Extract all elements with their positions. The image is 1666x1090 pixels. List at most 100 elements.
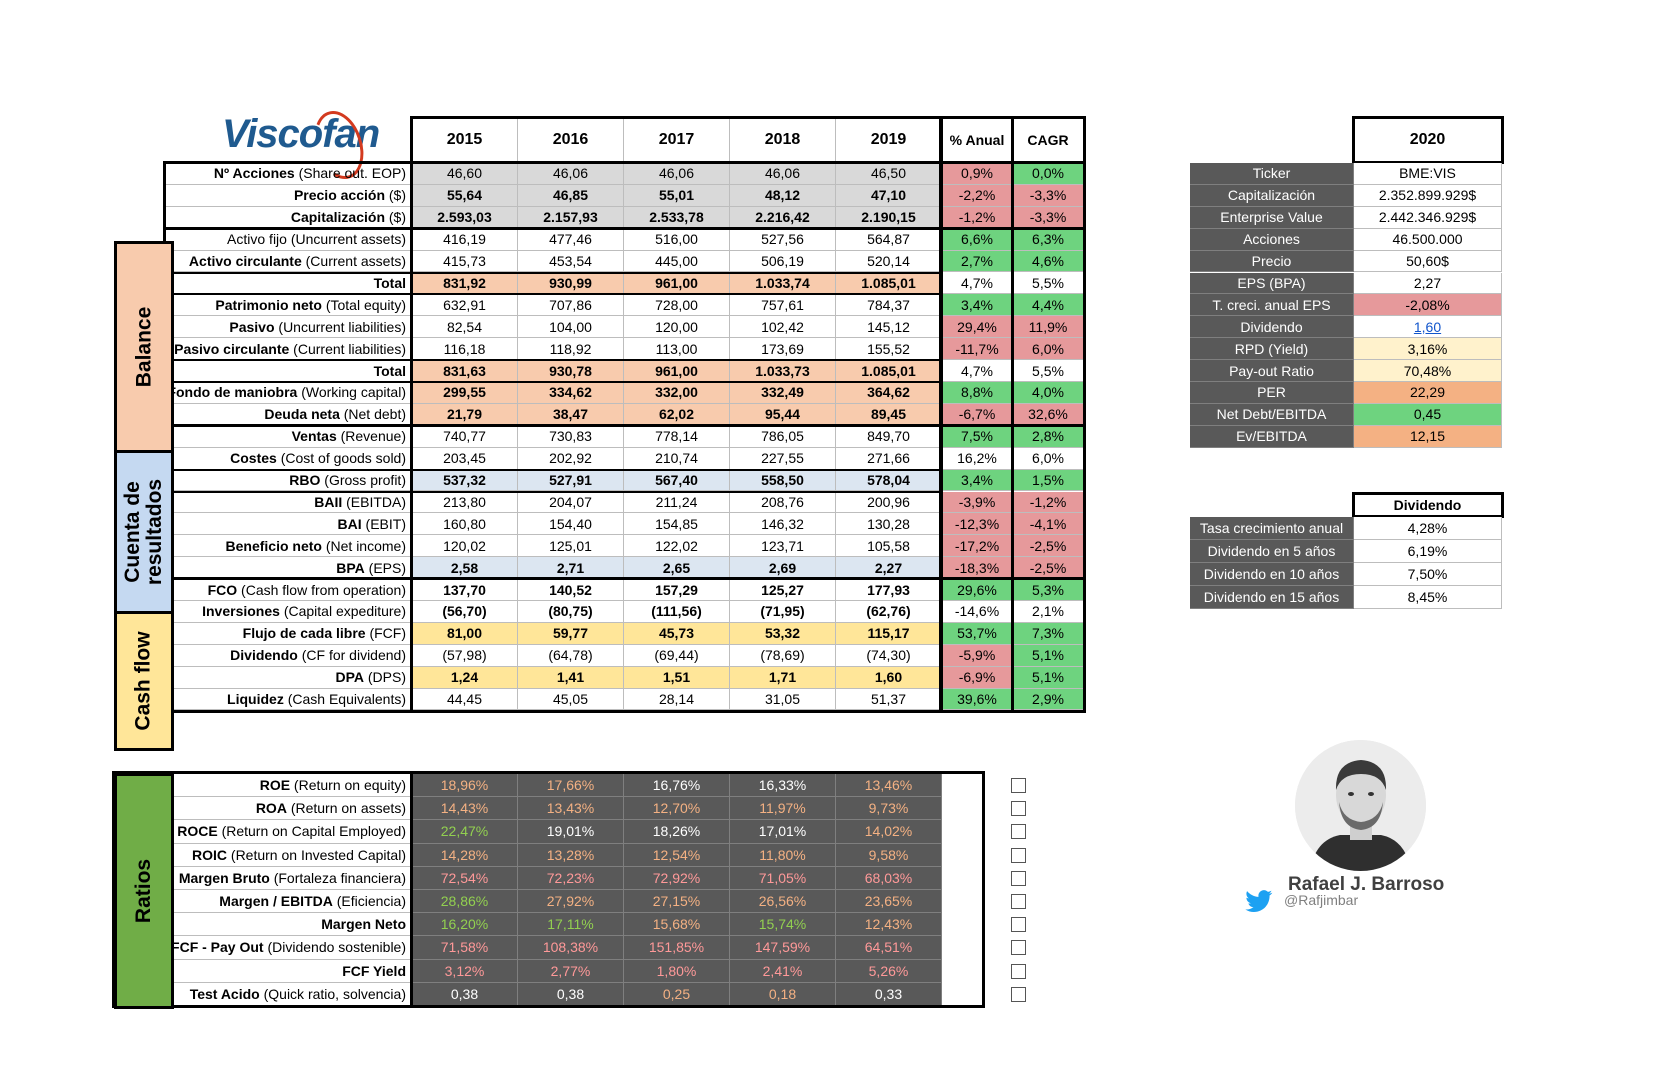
ratio-value-cell: 22,47%	[412, 820, 518, 844]
value-cell: 453,54	[518, 250, 624, 273]
value-cell: 55,01	[624, 184, 730, 207]
value-cell: 28,14	[624, 688, 730, 711]
value-cell: (78,69)	[730, 644, 836, 667]
value-cell: 157,29	[624, 579, 730, 601]
anual-cell: -1,2%	[942, 206, 1013, 229]
row-label-sub: (CF for dividend)	[297, 647, 406, 664]
ratio-value-cell: 15,74%	[730, 913, 836, 937]
ratio-checkbox[interactable]	[1011, 986, 1026, 1002]
ratio-value-cell: 11,97%	[730, 797, 836, 821]
summary-label: Ticker	[1190, 163, 1354, 185]
summary-label: Precio	[1190, 250, 1354, 273]
ratio-value-cell: 16,33%	[730, 774, 836, 798]
ratio-checkbox[interactable]	[1011, 940, 1026, 956]
summary-value: -2,08%	[1354, 294, 1502, 317]
summary-label: EPS (BPA)	[1190, 272, 1354, 295]
cagr-cell: 7,3%	[1013, 622, 1084, 645]
ratio-value-cell: 23,65%	[836, 890, 942, 914]
row-label-bold: Nº Acciones	[213, 165, 295, 182]
year-header-2016: 2016	[518, 118, 624, 163]
ratio-checkbox[interactable]	[1011, 894, 1026, 909]
value-cell: 173,69	[730, 338, 836, 361]
row-label-sub: Activo fijo (Uncurrent assets)	[227, 231, 406, 248]
row-label-bold: RBO	[289, 472, 321, 489]
row-label-sub: (Current assets)	[301, 253, 406, 270]
row-label-bold: ROCE	[177, 823, 218, 840]
summary-value[interactable]: 1,60	[1354, 316, 1502, 339]
anual-cell: -11,7%	[942, 338, 1013, 361]
section-ratios: Ratios	[114, 773, 174, 1009]
cagr-cell: -2,5%	[1013, 535, 1084, 558]
ratio-value-cell: 5,26%	[836, 959, 942, 983]
value-cell: 208,76	[730, 491, 836, 514]
author-avatar	[1295, 740, 1426, 871]
value-cell: 177,93	[836, 579, 942, 601]
cagr-cell: 6,0%	[1013, 447, 1084, 470]
value-cell: 930,78	[518, 360, 624, 382]
ratio-value-cell: 9,58%	[836, 843, 942, 867]
value-cell: (56,70)	[412, 601, 518, 623]
cagr-cell: 4,4%	[1013, 294, 1084, 317]
value-cell: 2,71	[518, 557, 624, 580]
value-cell: 213,80	[412, 491, 518, 514]
ratio-value-cell: 14,43%	[412, 797, 518, 821]
value-cell: 89,45	[836, 403, 942, 426]
row-label-bold: Margen / EBITDA	[219, 893, 333, 910]
ratio-checkbox[interactable]	[1011, 963, 1026, 979]
row-label-bold: Margen Bruto	[178, 869, 270, 886]
ratio-checkbox[interactable]	[1011, 870, 1026, 886]
ratio-value-cell: 108,38%	[518, 936, 624, 960]
summary-label: Dividendo	[1190, 316, 1354, 339]
value-cell: 1,24	[412, 666, 518, 689]
value-cell: 59,77	[518, 622, 624, 645]
row-label-sub: (Fortaleza financiera)	[269, 869, 406, 886]
ratio-value-cell: 13,43%	[518, 797, 624, 821]
value-cell: 122,02	[624, 535, 730, 558]
ratio-label: FCF Yield	[165, 959, 412, 983]
value-cell: 2.593,03	[412, 206, 518, 229]
anual-cell: -14,6%	[942, 601, 1013, 623]
ratio-value-cell: 19,01%	[518, 820, 624, 844]
value-cell: 961,00	[624, 360, 730, 382]
value-cell: 146,32	[730, 513, 836, 536]
ratio-value-cell: 72,92%	[624, 866, 730, 890]
row-label: Flujo de cada libre (FCF)	[165, 622, 412, 645]
ratio-checkbox[interactable]	[1011, 778, 1026, 793]
logo-wordmark: Viscofan	[222, 112, 380, 156]
value-cell: 564,87	[836, 228, 942, 251]
cagr-cell: -2,5%	[1013, 557, 1084, 580]
cagr-cell: 2,9%	[1013, 688, 1084, 711]
ratio-checkbox[interactable]	[1011, 847, 1026, 863]
value-cell: 62,02	[624, 403, 730, 426]
ratio-checkbox[interactable]	[1011, 801, 1026, 817]
row-label-bold: Margen Neto	[321, 916, 406, 933]
value-cell: 707,86	[518, 294, 624, 317]
row-label-sub: (Eficiencia)	[332, 893, 406, 910]
value-cell: 21,79	[412, 403, 518, 426]
row-label-bold: Activo circulante	[188, 253, 302, 270]
ratio-label: ROCE (Return on Capital Employed)	[165, 820, 412, 844]
year-header-2015: 2015	[412, 118, 518, 163]
ratio-value-cell: 0,25	[624, 982, 730, 1006]
value-cell: 364,62	[836, 382, 942, 404]
value-cell: 200,96	[836, 491, 942, 514]
row-label-bold: Pasivo	[229, 318, 275, 335]
total-separator	[165, 271, 942, 274]
ratio-checkbox[interactable]	[1011, 917, 1026, 933]
twitter-bird-icon[interactable]	[1244, 890, 1274, 914]
section-separator	[163, 577, 1086, 581]
value-cell: (69,44)	[624, 644, 730, 667]
summary-value: 2,27	[1354, 272, 1502, 295]
author-handle[interactable]: @Rafjimbar	[1284, 892, 1359, 908]
dividend-label: Dividendo en 5 años	[1190, 540, 1354, 563]
dividend-value: 4,28%	[1354, 517, 1502, 540]
value-cell: 211,24	[624, 491, 730, 514]
cagr-cell: 2,8%	[1013, 425, 1084, 448]
value-cell: 227,55	[730, 447, 836, 470]
anual-header: % Anual	[942, 118, 1013, 163]
value-cell: (80,75)	[518, 601, 624, 623]
ratio-checkbox[interactable]	[1011, 824, 1026, 840]
value-cell: 516,00	[624, 228, 730, 251]
row-label-sub: (Share out. EOP)	[294, 165, 406, 182]
ratio-value-cell: 16,20%	[412, 913, 518, 937]
